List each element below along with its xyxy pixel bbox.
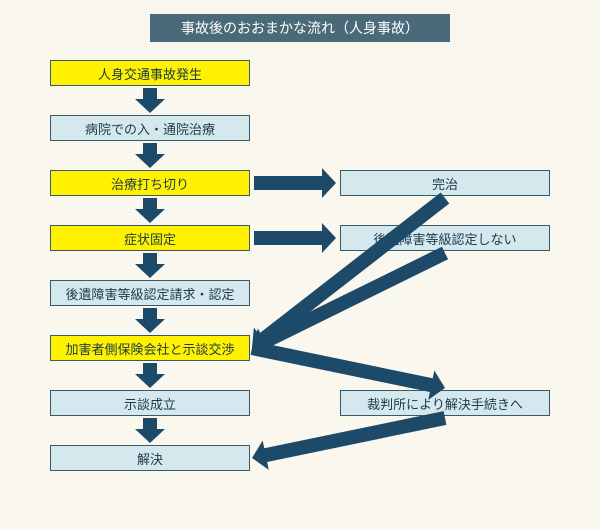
arrow bbox=[135, 363, 165, 388]
flow-node-n1: 人身交通事故発生 bbox=[50, 60, 250, 86]
arrow bbox=[135, 253, 165, 278]
flow-node-n6: 加害者側保険会社と示談交渉 bbox=[50, 335, 250, 361]
flow-node-r2: 後遺障害等級認定しない bbox=[340, 225, 550, 251]
arrow bbox=[254, 223, 336, 253]
arrow bbox=[135, 418, 165, 443]
flow-node-n2: 病院での入・通院治療 bbox=[50, 115, 250, 141]
arrow bbox=[135, 198, 165, 223]
arrow bbox=[252, 247, 448, 356]
flowchart-canvas: 事故後のおおまかな流れ（人身事故） 人身交通事故発生病院での入・通院治療治療打ち切… bbox=[0, 0, 600, 530]
arrow bbox=[252, 192, 449, 351]
arrow bbox=[252, 411, 446, 470]
arrow bbox=[135, 88, 165, 113]
flow-node-n5: 後遺障害等級認定請求・認定 bbox=[50, 280, 250, 306]
arrow bbox=[135, 308, 165, 333]
flow-node-n4: 症状固定 bbox=[50, 225, 250, 251]
flow-node-n8: 解決 bbox=[50, 445, 250, 471]
arrow bbox=[254, 168, 336, 198]
flow-node-r1: 完治 bbox=[340, 170, 550, 196]
flow-node-n7: 示談成立 bbox=[50, 390, 250, 416]
arrow bbox=[135, 143, 165, 168]
flow-node-n3: 治療打ち切り bbox=[50, 170, 250, 196]
flow-node-r3: 裁判所により解決手続きへ bbox=[340, 390, 550, 416]
flowchart-title: 事故後のおおまかな流れ（人身事故） bbox=[150, 14, 450, 42]
